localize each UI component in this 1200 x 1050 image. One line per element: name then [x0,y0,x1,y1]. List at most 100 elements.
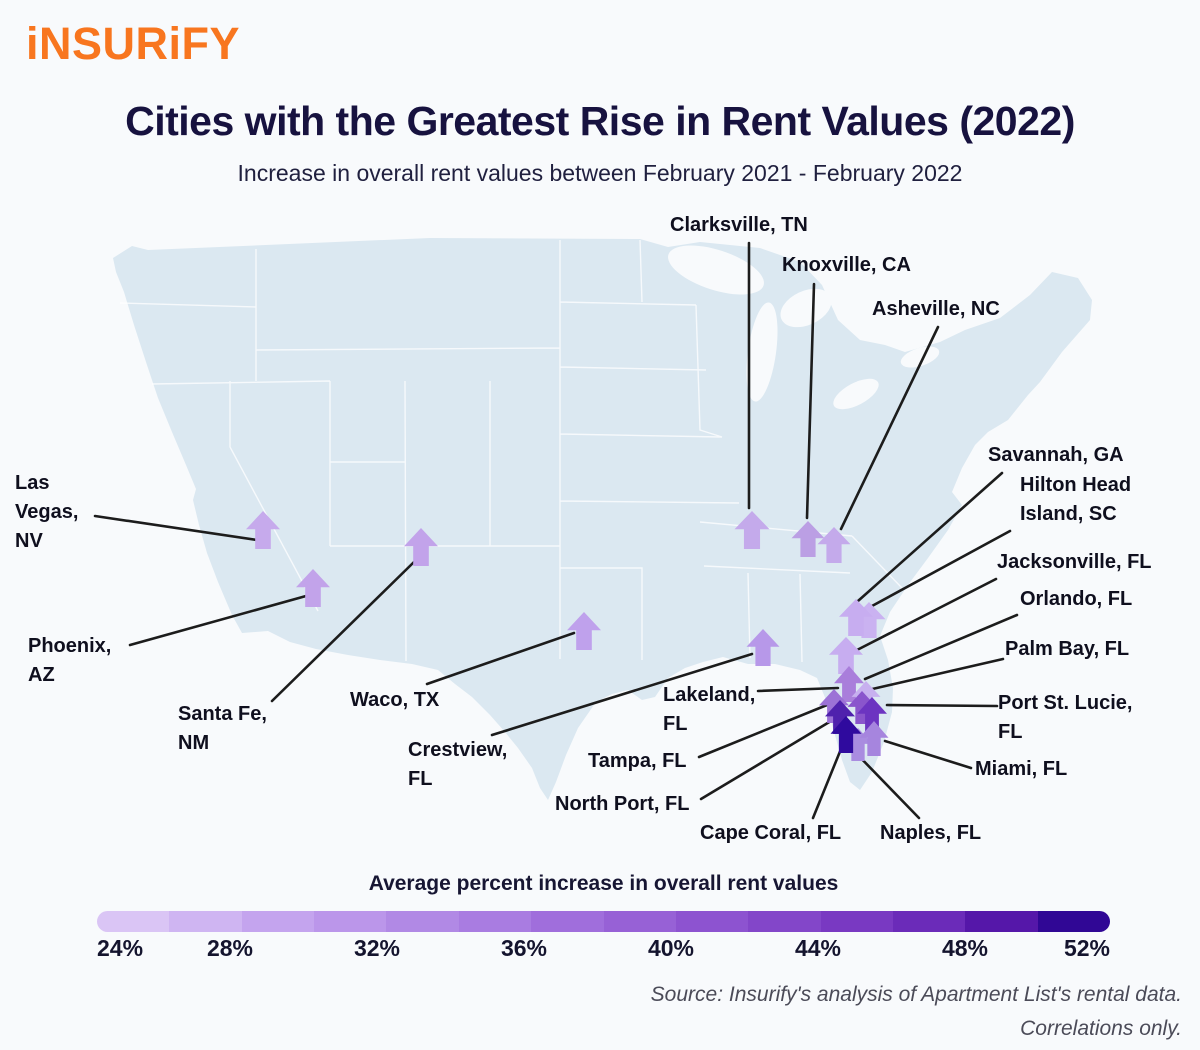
city-label-line: Lakeland, [663,684,756,706]
rent-arrow-crestview [746,629,780,666]
legend-step-0 [97,911,170,932]
leader-line-waco [425,631,576,686]
leader-line-santa-fe [270,560,416,703]
city-label-knoxville: Knoxville, CA [782,251,911,280]
page-title: Cities with the Greatest Rise in Rent Va… [125,98,1075,144]
legend-step-4 [386,911,459,932]
legend-tick-48%: 48% [941,935,989,961]
legend-step-7 [603,911,676,932]
legend-step-2 [241,911,315,932]
legend-tick-52%: 52% [1063,935,1110,961]
leader-line-cape-coral [811,747,843,820]
leader-line-knoxville [805,282,816,520]
city-label-lakeland: Lakeland, FL [663,681,755,739]
city-label-line: North Port, FL [555,793,690,815]
rent-arrow-miami [859,721,889,756]
state-borders [119,239,903,663]
rent-arrow-knoxville [791,521,825,557]
legend-step-3 [314,911,387,932]
legend-tick-44%: 44% [794,935,842,961]
city-label-phoenix: Phoenix, AZ [28,632,111,690]
rent-arrow-las-vegas [246,511,280,549]
lake-superior [668,245,764,295]
leader-lines [93,241,1019,820]
leader-line-palm-bay [866,657,1005,692]
city-label-miami: Miami, FL [975,755,1067,784]
city-label-line: Knoxville, CA [782,254,911,276]
city-label-line: FL [998,721,1023,743]
rent-arrow-phoenix [296,569,330,607]
city-label-line: Miami, FL [975,758,1068,780]
leader-line-miami [883,739,973,770]
leader-line-crestview [490,652,754,737]
city-label-line: Jacksonville, FL [997,551,1152,573]
legend-step-6 [531,911,604,932]
leader-line-hilton-head [870,529,1012,608]
rent-arrow-waco [567,612,601,650]
legend-tick-40%: 40% [647,935,695,961]
leader-line-lakeland [756,686,840,693]
city-label-waco: Waco, TX [350,686,439,715]
source-line-2: Correlations only. [1020,1017,1182,1040]
city-label-line: AZ [28,664,55,686]
leader-line-las-vegas [93,514,259,542]
rent-arrow-tampa [819,689,849,723]
city-label-line: FL [408,768,433,790]
legend-tick-36%: 36% [500,935,548,961]
city-label-las-vegas: Las Vegas, NV [15,469,78,556]
city-label-line: Naples, FL [880,822,982,844]
lake-michigan [746,302,778,402]
legend-step-12 [965,911,1038,932]
city-label-jacksonville: Jacksonville, FL [997,548,1152,577]
leader-line-phoenix [128,594,308,647]
city-label-line: Santa Fe, [178,703,267,725]
leader-line-tampa [697,703,829,759]
lake-ontario [900,346,940,368]
source-note: Source: Insurify's analysis of Apartment… [651,978,1182,1046]
legend-tick-32%: 32% [353,935,401,961]
legend-tick-28%: 28% [206,935,254,961]
rent-arrow-cape-coral [830,716,862,753]
source-line-1: Source: Insurify's analysis of Apartment… [650,983,1182,1006]
leader-line-asheville [839,325,940,531]
legend-step-13 [1037,911,1110,932]
great-lakes [668,245,940,410]
city-label-hilton-head: Hilton Head Island, SC [1020,471,1131,529]
city-label-line: Clarksville, TN [670,214,808,236]
rent-arrow-santa-fe [404,528,438,566]
legend-step-10 [820,911,893,932]
legend-tick-24%: 24% [97,935,144,961]
city-label-port-st-lucie: Port St. Lucie, FL [998,689,1132,747]
city-label-line: Orlando, FL [1020,588,1133,610]
legend-step-11 [892,911,966,932]
city-arrows [246,511,889,761]
city-label-asheville: Asheville, NC [872,295,1000,324]
lake-erie [833,378,879,410]
city-label-santa-fe: Santa Fe, NM [178,700,267,758]
lake-huron [780,288,832,328]
leader-line-north-port [699,719,833,801]
city-label-line: Phoenix, [28,635,112,657]
rent-arrow-jacksonville [829,637,863,674]
leader-line-savannah [856,471,1004,603]
city-label-line: NM [178,732,210,754]
leader-line-port-st-lucie [885,703,999,708]
legend-step-9 [748,911,821,932]
legend-step-5 [458,911,532,932]
city-label-line: Palm Bay, FL [1005,638,1130,660]
rent-arrow-port-st-lucie [857,697,887,732]
city-label-line: Asheville, NC [872,298,1000,320]
city-label-palm-bay: Palm Bay, FL [1005,635,1129,664]
rent-arrow-north-port [825,700,855,734]
city-label-line: Island, SC [1020,503,1117,525]
page-subtitle: Increase in overall rent values between … [237,160,963,186]
city-label-tampa: Tampa, FL [588,747,687,776]
city-label-line: NV [15,530,43,552]
rent-arrow-asheville [817,527,851,563]
city-label-line: Crestview, [408,739,508,761]
leader-line-naples [852,749,921,820]
legend-step-1 [169,911,242,932]
legend-step-8 [675,911,749,932]
legend-title: Average percent increase in overall rent… [368,872,839,895]
